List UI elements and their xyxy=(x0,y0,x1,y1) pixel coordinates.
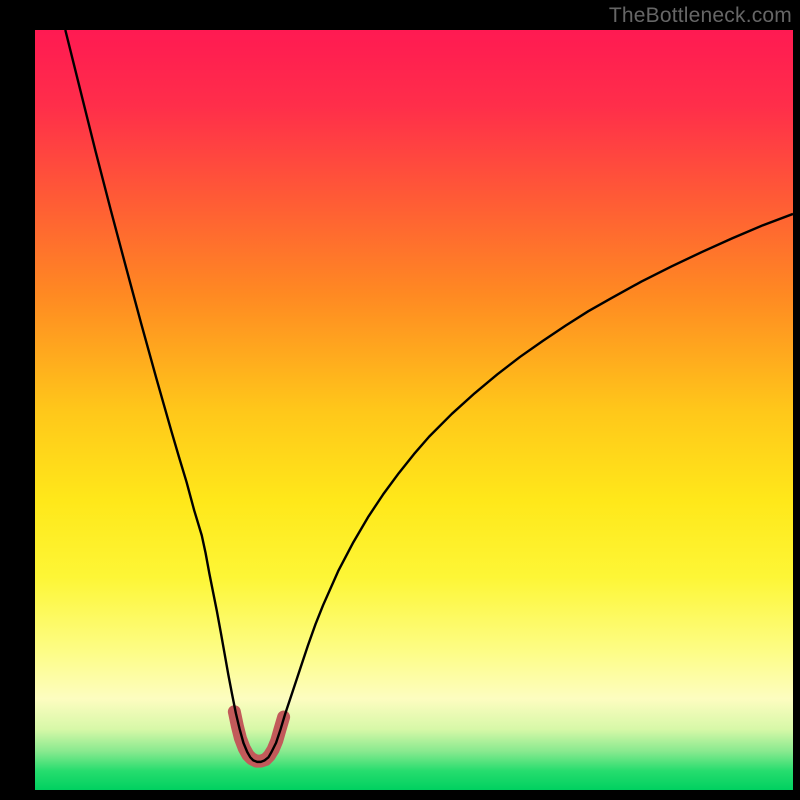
chart-background xyxy=(35,30,793,790)
plot-svg xyxy=(35,30,793,790)
canvas: TheBottleneck.com xyxy=(0,0,800,800)
bottleneck-curve-chart xyxy=(35,30,793,790)
watermark-text: TheBottleneck.com xyxy=(609,4,792,28)
